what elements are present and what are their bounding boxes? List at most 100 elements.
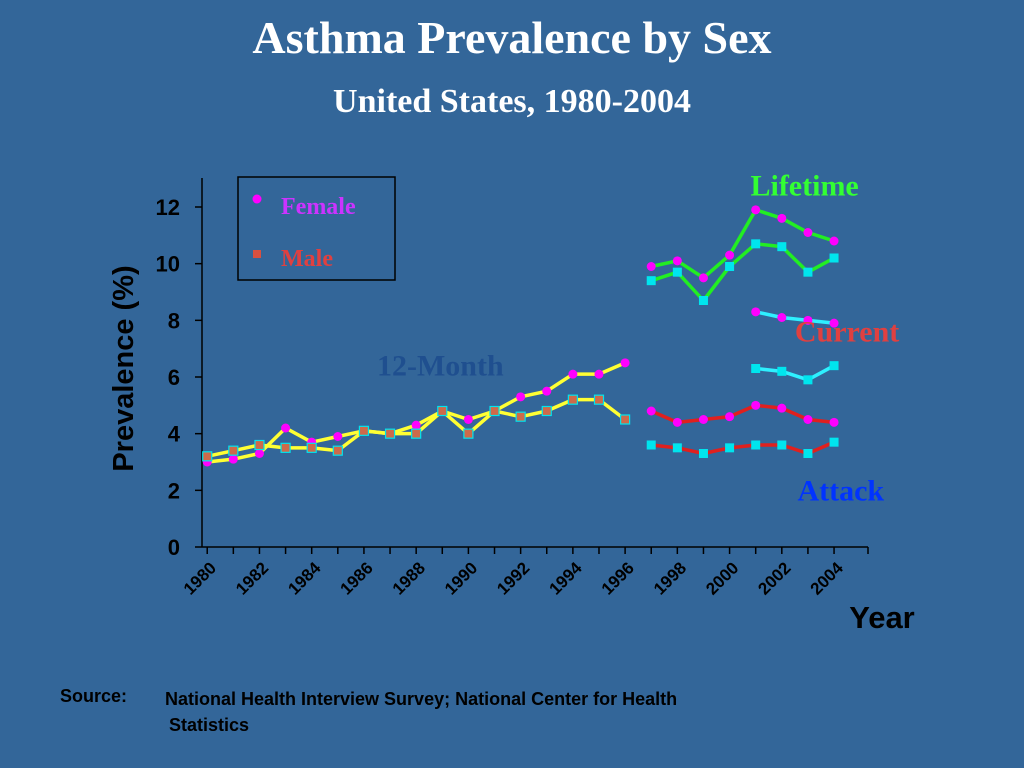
data-point-12-month-female: [411, 420, 421, 430]
annotation-lifetime: Lifetime: [750, 170, 858, 203]
data-point-lifetime-female: [672, 256, 682, 266]
data-point-12-month-male: [463, 428, 474, 439]
data-point-12-month-male: [384, 428, 396, 439]
data-point-12-month-male: [306, 442, 317, 453]
prevalence-chart: 0 2 4 6 8 10 12 1980 1982 1984 1986 1988 1990 1992 199…: [108, 170, 915, 635]
data-point-current-female: [751, 307, 761, 317]
data-point-12-month-female: [333, 432, 343, 441]
data-point-12-month-male: [593, 394, 605, 405]
data-point-current-male: [751, 364, 761, 373]
data-point-attack-female: [698, 415, 708, 424]
data-point-12-month-female: [228, 454, 238, 464]
data-point-12-month-female: [542, 386, 552, 396]
annotation-12-month: 12-Month: [377, 350, 504, 383]
y-tick-label: 4: [168, 422, 181, 447]
data-point-lifetime-male: [803, 267, 813, 277]
data-point-attack-male: [803, 449, 813, 458]
data-point-lifetime-female: [646, 262, 656, 271]
legend-female-marker: [252, 194, 262, 204]
x-tick-label: 1990: [441, 558, 481, 598]
data-point-lifetime-male: [672, 267, 682, 277]
data-point-12-month-male: [280, 442, 291, 453]
data-point-attack-female: [829, 417, 839, 427]
y-tick-label: 10: [156, 252, 180, 277]
data-point-current-female: [803, 315, 813, 325]
series-line-current-male: [755, 364, 835, 382]
x-tick-label: 1996: [598, 558, 638, 598]
data-point-lifetime-female: [829, 236, 839, 246]
data-point-lifetime-male: [829, 253, 839, 263]
data-point-12-month-female: [463, 415, 473, 424]
data-point-attack-female: [803, 415, 813, 424]
source-line-1: National Health Interview Survey; Nation…: [165, 689, 678, 709]
data-point-lifetime-female: [725, 250, 735, 260]
data-point-12-month-male: [489, 405, 500, 417]
data-point-lifetime-male: [777, 242, 787, 252]
data-point-attack-male: [672, 443, 682, 453]
data-point-12-month-male: [254, 439, 265, 451]
data-point-attack-male: [751, 440, 761, 450]
data-point-current-male: [803, 375, 813, 385]
data-point-attack-male: [829, 437, 839, 447]
data-point-12-month-female: [254, 449, 264, 458]
data-point-lifetime-male: [698, 296, 708, 305]
source-label: Source:: [60, 686, 128, 706]
data-point-attack-female: [672, 417, 682, 427]
source-line-2: Statistics: [169, 715, 250, 735]
data-point-attack-male: [725, 443, 735, 453]
data-point-12-month-male: [437, 405, 448, 417]
series-line-current-female: [755, 310, 835, 325]
data-point-12-month-female: [594, 369, 604, 379]
data-point-12-month-male: [202, 451, 213, 462]
y-tick-label: 2: [168, 478, 180, 503]
data-point-lifetime-male: [725, 262, 735, 271]
data-point-12-month-male: [411, 428, 422, 439]
data-point-lifetime-male: [751, 239, 761, 249]
legend-male-marker: [253, 250, 261, 258]
legend-male-label: Male: [281, 246, 333, 272]
data-point-lifetime-female: [777, 213, 787, 223]
y-tick-label: 0: [168, 535, 180, 560]
data-point-attack-male: [698, 449, 708, 458]
data-point-current-female: [777, 313, 787, 322]
data-point-12-month-female: [516, 392, 526, 402]
annotation-current: Current: [795, 316, 899, 349]
data-point-current-female: [829, 318, 839, 328]
y-axis-title: Prevalence (%): [108, 265, 140, 471]
y-tick-label: 8: [168, 308, 180, 333]
data-point-attack-female: [725, 412, 735, 422]
data-point-12-month-male: [620, 414, 631, 425]
data-point-12-month-female: [281, 423, 291, 433]
data-point-12-month-male: [228, 445, 239, 456]
data-point-attack-female: [751, 400, 761, 410]
data-point-attack-male: [646, 440, 656, 450]
x-tick-label: 1988: [389, 558, 429, 598]
series-line-lifetime-female: [650, 208, 835, 280]
slide-title: Asthma Prevalence by Sex: [252, 12, 772, 63]
x-tick-label: 2000: [702, 558, 742, 598]
data-point-lifetime-female: [803, 228, 813, 237]
data-point-current-male: [829, 361, 839, 371]
data-point-lifetime-female: [751, 205, 761, 215]
data-point-12-month-male: [358, 425, 370, 436]
data-point-12-month-female: [568, 369, 578, 379]
data-point-attack-female: [646, 406, 656, 416]
y-tick-label: 6: [168, 365, 180, 390]
x-tick-label: 1980: [180, 558, 220, 598]
annotation-attack: Attack: [797, 474, 884, 507]
data-point-attack-male: [777, 440, 787, 450]
x-tick-label: 1982: [232, 558, 272, 598]
data-point-12-month-male: [515, 411, 526, 422]
x-tick-label: 2002: [754, 558, 794, 598]
x-axis-title: Year: [849, 600, 915, 635]
data-point-lifetime-male: [646, 276, 656, 286]
y-tick-label: 12: [156, 195, 180, 220]
legend-box: [237, 176, 396, 281]
x-tick-label: 1994: [546, 558, 587, 599]
data-point-current-male: [777, 366, 787, 376]
data-point-attack-female: [777, 403, 787, 413]
data-point-lifetime-female: [698, 273, 708, 283]
x-tick-label: 1992: [493, 558, 533, 598]
data-point-12-month-male: [567, 394, 578, 405]
slide-subtitle: United States, 1980-2004: [333, 83, 691, 120]
